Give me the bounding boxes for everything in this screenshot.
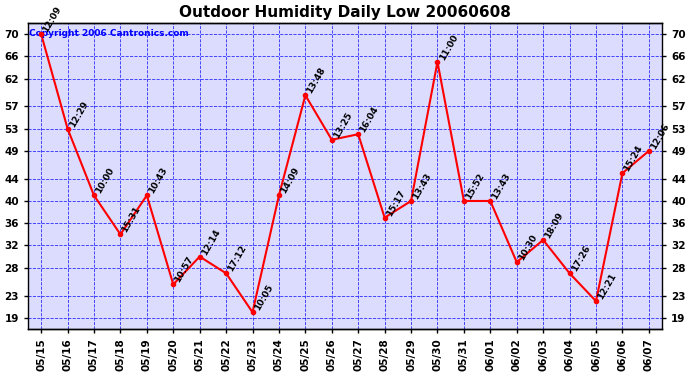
Text: 12:09: 12:09 <box>41 5 63 34</box>
Text: 10:57: 10:57 <box>173 255 195 284</box>
Text: 15:31: 15:31 <box>121 205 143 234</box>
Text: 10:30: 10:30 <box>517 233 539 262</box>
Text: 13:25: 13:25 <box>332 111 354 140</box>
Text: 10:43: 10:43 <box>147 166 169 195</box>
Text: 16:04: 16:04 <box>358 105 380 134</box>
Text: 13:43: 13:43 <box>411 172 433 201</box>
Title: Outdoor Humidity Daily Low 20060608: Outdoor Humidity Daily Low 20060608 <box>179 5 511 20</box>
Text: 12:29: 12:29 <box>68 99 90 129</box>
Text: 11:00: 11:00 <box>437 33 460 62</box>
Text: 18:09: 18:09 <box>543 211 565 240</box>
Text: Copyright 2006 Cantronics.com: Copyright 2006 Cantronics.com <box>29 29 189 38</box>
Text: 15:24: 15:24 <box>622 144 644 173</box>
Text: 12:21: 12:21 <box>596 272 618 301</box>
Text: 17:12: 17:12 <box>226 244 248 273</box>
Text: 13:48: 13:48 <box>306 66 328 95</box>
Text: 14:09: 14:09 <box>279 166 301 195</box>
Text: 10:00: 10:00 <box>94 166 116 195</box>
Text: 15:52: 15:52 <box>464 172 486 201</box>
Text: 12:06: 12:06 <box>649 122 671 151</box>
Text: 17:26: 17:26 <box>569 244 592 273</box>
Text: 15:17: 15:17 <box>384 188 407 218</box>
Text: 13:43: 13:43 <box>491 172 513 201</box>
Text: 12:14: 12:14 <box>199 227 222 256</box>
Text: 10:05: 10:05 <box>253 283 275 312</box>
